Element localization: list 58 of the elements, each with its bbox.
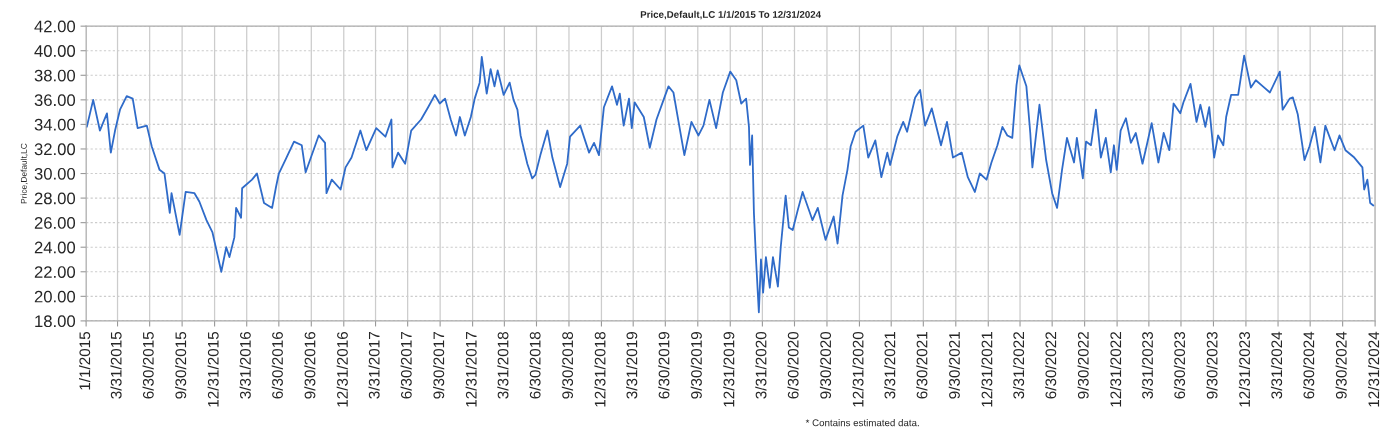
- x-tick-label: 9/30/2018: [561, 331, 574, 399]
- y-tick-label: 30.00: [34, 167, 76, 180]
- x-tick-label: 3/31/2020: [755, 331, 767, 399]
- x-tick-label: 3/31/2024: [1270, 331, 1283, 399]
- x-tick-label: 6/30/2015: [142, 331, 154, 399]
- x-tick-label: 12/31/2016: [336, 331, 348, 407]
- x-tick-label: 12/31/2020: [852, 331, 864, 407]
- x-tick-label: 9/30/2021: [948, 332, 960, 399]
- chart-title: Price,Default,LC 1/1/2015 To 12/31/2024: [640, 10, 821, 20]
- x-tick-label: 3/31/2023: [1141, 331, 1153, 399]
- line-series: [86, 54, 1375, 314]
- x-tick-label: 6/30/2017: [400, 332, 412, 399]
- x-tick-label: 3/31/2021: [884, 332, 896, 399]
- x-tick-label: 6/30/2023: [1173, 331, 1186, 399]
- y-tick-label: 24.00: [34, 241, 76, 254]
- y-tick-label: 32.00: [34, 143, 76, 156]
- x-tick-label: 12/31/2019: [723, 332, 735, 407]
- x-tick-label: 3/31/2019: [626, 332, 638, 399]
- x-tick-label: 12/31/2017: [465, 332, 477, 407]
- y-tick-label: 20.00: [34, 290, 76, 303]
- y-tick-label: 42.00: [34, 20, 76, 33]
- x-tick-label: 1/1/2015: [79, 331, 91, 390]
- y-tick-label: 22.00: [34, 266, 76, 278]
- x-tick-label: 12/31/2022: [1109, 332, 1122, 407]
- y-tick-label: 38.00: [34, 69, 76, 82]
- x-tick-label: 3/31/2017: [368, 332, 380, 399]
- y-tick-label: 28.00: [34, 192, 76, 205]
- y-tick-label: 36.00: [34, 94, 76, 107]
- x-tick-label: 6/30/2019: [658, 332, 670, 399]
- x-tick-label: 12/31/2015: [207, 331, 219, 407]
- x-tick-label: 12/31/2023: [1238, 331, 1251, 407]
- y-axis-title: Price,Default,LC: [20, 143, 28, 204]
- x-tick-label: 3/31/2022: [1012, 332, 1025, 399]
- x-tick-label: 9/30/2024: [1335, 331, 1347, 399]
- x-tick-label: 6/30/2024: [1303, 331, 1315, 399]
- x-tick-label: 6/30/2021: [916, 332, 928, 399]
- x-tick-label: 9/30/2016: [304, 331, 316, 399]
- x-tick-label: 3/31/2016: [239, 331, 251, 399]
- x-tick-label: 9/30/2019: [690, 332, 702, 399]
- y-tick-label: 34.00: [34, 118, 76, 131]
- x-tick-label: 3/31/2015: [110, 331, 122, 399]
- x-tick-label: 6/30/2022: [1045, 332, 1057, 399]
- x-tick-label: 6/30/2016: [271, 331, 283, 399]
- x-tick-label: 6/30/2018: [529, 331, 541, 399]
- text: * Contains estimated data.: [805, 419, 919, 427]
- y-tick-label: 40.00: [34, 45, 76, 57]
- x-tick-label: 12/31/2021: [981, 332, 993, 407]
- x-tick-label: 9/30/2017: [433, 332, 445, 399]
- x-tick-label: 9/30/2022: [1077, 332, 1089, 399]
- x-tick-label: 6/30/2020: [787, 331, 799, 399]
- x-tick-label: 9/30/2023: [1206, 331, 1218, 399]
- y-tick-label: 18.00: [35, 315, 76, 328]
- x-tick-label: 9/30/2020: [819, 331, 832, 399]
- x-tick-label: 3/31/2018: [497, 331, 509, 399]
- x-tick-label: 12/31/2024: [1367, 331, 1380, 407]
- y-tick-label: 26.00: [34, 217, 76, 229]
- x-tick-label: 12/31/2018: [594, 331, 606, 407]
- x-tick-label: 9/30/2015: [175, 331, 187, 399]
